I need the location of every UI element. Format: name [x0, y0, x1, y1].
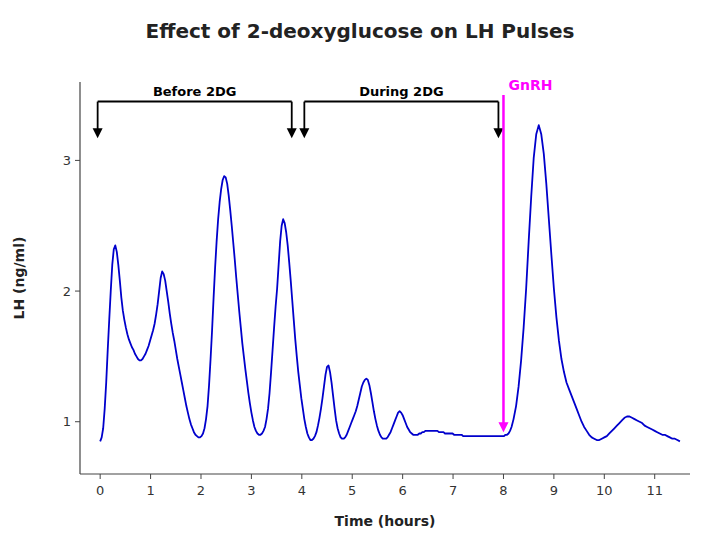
annotation-arrow	[291, 102, 293, 131]
annotation-arrow	[498, 102, 500, 131]
x-tick	[503, 474, 504, 479]
x-tick-label: 8	[499, 483, 507, 498]
annotation-arrowhead	[299, 128, 309, 138]
plot-area	[100, 125, 680, 441]
y-tick	[75, 291, 80, 292]
annotation-arrowhead	[498, 422, 508, 432]
annotations: Before 2DG During 2DG GnRH	[93, 77, 553, 432]
x-tick	[402, 474, 403, 479]
annotation-arrow	[97, 102, 99, 131]
y-tick-label: 2	[63, 284, 71, 299]
x-tick	[251, 474, 252, 479]
x-tick-label: 3	[247, 483, 255, 498]
y-axis-label: LH (ng/ml)	[11, 237, 27, 320]
x-tick	[301, 474, 302, 479]
x-tick-label: 1	[146, 483, 154, 498]
annotation-arrow	[303, 102, 305, 131]
x-tick-label: 0	[96, 483, 104, 498]
x-tick	[100, 474, 101, 479]
x-tick	[453, 474, 454, 479]
annotation-arrowhead	[93, 128, 103, 138]
bracket-label: During 2DG	[359, 84, 444, 99]
bracket-label: Before 2DG	[153, 84, 237, 99]
arrow-label: GnRH	[508, 77, 552, 93]
y-tick-label: 3	[63, 153, 71, 168]
x-tick-label: 7	[449, 483, 457, 498]
x-tick	[553, 474, 554, 479]
x-axis-line	[80, 473, 690, 474]
x-tick-label: 6	[399, 483, 407, 498]
x-tick	[150, 474, 151, 479]
annotation-arrowhead	[287, 128, 297, 138]
lh-line	[100, 125, 680, 441]
y-tick	[75, 160, 80, 161]
annotation-arrow	[502, 95, 505, 424]
y-axis-line	[79, 82, 80, 474]
x-tick	[200, 474, 201, 479]
annotation-arrowhead	[493, 128, 503, 138]
x-axis-label: Time (hours)	[335, 513, 436, 529]
x-tick-label: 9	[550, 483, 558, 498]
x-tick	[352, 474, 353, 479]
background	[0, 0, 720, 540]
x-tick-label: 11	[646, 483, 663, 498]
x-tick-label: 5	[348, 483, 356, 498]
title: Effect of 2-deoxyglucose on LH Pulses	[146, 19, 575, 43]
y-tick-label: 1	[63, 414, 71, 429]
chart: Effect of 2-deoxyglucose on LH Pulses 0 1 2…	[0, 0, 720, 540]
x-tick	[654, 474, 655, 479]
axes: 01234567891011123	[63, 82, 690, 498]
x-tick-label: 10	[596, 483, 613, 498]
y-tick	[75, 421, 80, 422]
bracket-line	[304, 101, 498, 103]
bracket-line	[98, 101, 292, 103]
chart-container: Effect of 2-deoxyglucose on LH Pulses 0 1 2…	[0, 0, 720, 540]
x-tick-label: 2	[197, 483, 205, 498]
x-tick	[604, 474, 605, 479]
x-tick-label: 4	[298, 483, 306, 498]
